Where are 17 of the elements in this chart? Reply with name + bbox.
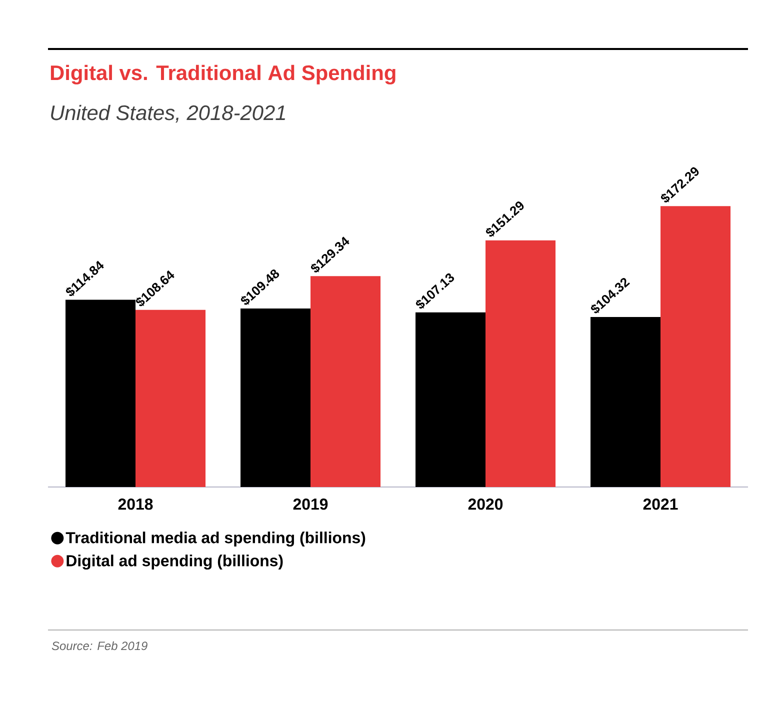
bar [310, 276, 381, 487]
chart-subtitle: United States, 2018-2021 [51, 104, 285, 123]
bar [240, 308, 311, 487]
legend-label: Digital ad spending (billions) [66, 554, 283, 570]
legend-label: Traditional media ad spending (billions) [66, 532, 366, 547]
x-tick-label: 2019 [293, 498, 328, 510]
bar [66, 300, 136, 487]
x-tick-label: 2020 [468, 498, 503, 510]
bar [660, 206, 731, 487]
bar [416, 312, 486, 487]
source-note: Source: Feb 2019 [52, 641, 148, 650]
x-tick-label: 2018 [118, 498, 153, 510]
bar [590, 316, 661, 487]
x-tick-label: 2021 [643, 498, 678, 510]
bar [486, 240, 556, 487]
bar [136, 310, 206, 487]
chart-title: Digital vs. Traditional Ad Spending [50, 64, 396, 84]
